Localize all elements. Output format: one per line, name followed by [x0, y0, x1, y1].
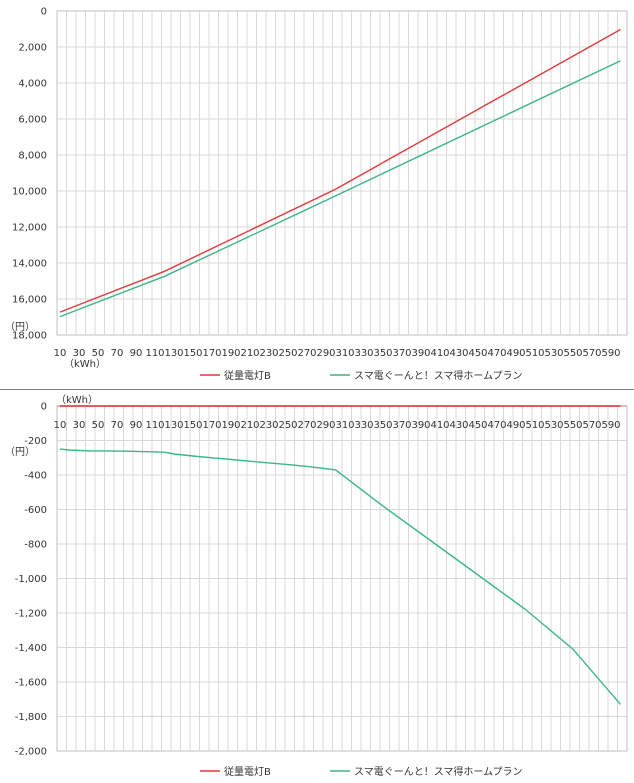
x-tick-label: 370	[392, 420, 411, 431]
y-tick-label: -2,000	[15, 747, 47, 758]
x-tick-label: 30	[73, 420, 86, 431]
x-tick-label: 530	[544, 348, 563, 359]
x-tick-label: 230	[259, 420, 278, 431]
x-tick-label: 330	[354, 348, 373, 359]
x-tick-label: 510	[525, 348, 544, 359]
y-tick-label: 10,000	[12, 187, 47, 198]
y-tick-label: -1,200	[15, 609, 47, 620]
x-tick-label: 390	[411, 348, 430, 359]
y-tick-label: -600	[24, 505, 47, 516]
x-tick-label: 70	[111, 348, 124, 359]
series-line-suma-den-plan	[59, 60, 621, 318]
plot-frame	[56, 10, 628, 336]
x-tick-label: 210	[240, 348, 259, 359]
x-tick-label: 410	[430, 348, 449, 359]
legend-label: スマ電ぐーんと！スマ得ホームプラン	[354, 766, 523, 778]
y-tick-label: 4,000	[18, 79, 47, 90]
x-tick-label: 370	[392, 348, 411, 359]
x-tick-label: 50	[92, 420, 105, 431]
x-tick-label: 570	[582, 420, 601, 431]
x-tick-label: 430	[449, 348, 468, 359]
x-tick-label: 550	[563, 348, 582, 359]
x-tick-label: 130	[164, 420, 183, 431]
x-tick-label: 10	[54, 348, 67, 359]
y-tick-label: 12,000	[12, 223, 47, 234]
x-tick-label: 110	[145, 420, 164, 431]
x-tick-label: 170	[202, 420, 221, 431]
y-tick-label: 6,000	[18, 115, 47, 126]
x-tick-label: 270	[297, 420, 316, 431]
x-tick-label: 590	[601, 420, 620, 431]
x-tick-label: 350	[373, 348, 392, 359]
x-tick-label: 70	[111, 420, 124, 431]
x-tick-label: 270	[297, 348, 316, 359]
x-tick-label: 150	[183, 348, 202, 359]
y-tick-label: -200	[24, 436, 47, 447]
x-tick-label: 250	[278, 348, 297, 359]
y-tick-label: -1,800	[15, 712, 47, 723]
legend-label: スマ電ぐーんと！スマ得ホームプラン	[354, 370, 523, 382]
y-tick-label: -1,400	[15, 643, 47, 654]
x-tick-label: 530	[544, 420, 563, 431]
series-line-juryo-dento-b	[59, 28, 621, 313]
x-tick-label: 470	[487, 348, 506, 359]
y-tick-label: -400	[24, 471, 47, 482]
x-tick-label: 410	[430, 420, 449, 431]
x-tick-label: 110	[145, 348, 164, 359]
legend-label: 従量電灯B	[224, 369, 271, 382]
x-tick-label: 330	[354, 420, 373, 431]
x-tick-label: 550	[563, 420, 582, 431]
x-tick-label: 50	[92, 348, 105, 359]
x-tick-label: 590	[601, 348, 620, 359]
x-tick-label: 390	[411, 420, 430, 431]
x-tick-label: 510	[525, 420, 544, 431]
x-tick-label: 450	[468, 420, 487, 431]
x-tick-label: 230	[259, 348, 278, 359]
x-tick-label: 210	[240, 420, 259, 431]
y-tick-label: 2,000	[18, 43, 47, 54]
y-tick-label: 18,000	[12, 331, 47, 342]
x-tick-label: 350	[373, 420, 392, 431]
y-tick-label: 8,000	[18, 151, 47, 162]
x-tick-label: 430	[449, 420, 468, 431]
y-unit-label: （円）	[5, 321, 35, 333]
y-unit-label: （円）	[5, 446, 35, 458]
series-line-suma-den-plan	[59, 448, 622, 705]
x-tick-label: 310	[335, 348, 354, 359]
y-tick-label: 14,000	[12, 259, 47, 270]
chart-separator	[0, 389, 634, 390]
x-tick-label: 10	[54, 420, 67, 431]
x-unit-label: （kWh）	[64, 358, 106, 370]
x-tick-label: 290	[316, 348, 335, 359]
y-tick-label: 0	[41, 7, 47, 18]
y-tick-label: -800	[24, 540, 47, 551]
y-tick-label: -1,600	[15, 678, 47, 689]
x-tick-label: 190	[221, 420, 240, 431]
x-tick-label: 490	[506, 420, 525, 431]
x-tick-label: 90	[130, 348, 143, 359]
x-tick-label: 570	[582, 348, 601, 359]
x-unit-label: （kWh）	[56, 394, 98, 406]
x-tick-label: 290	[316, 420, 335, 431]
y-tick-label: -1,000	[15, 574, 47, 585]
x-tick-label: 490	[506, 348, 525, 359]
x-tick-label: 170	[202, 348, 221, 359]
x-tick-label: 130	[164, 348, 183, 359]
x-tick-label: 150	[183, 420, 202, 431]
x-tick-label: 90	[130, 420, 143, 431]
x-tick-label: 470	[487, 420, 506, 431]
y-tick-label: 0	[41, 402, 47, 413]
x-tick-label: 190	[221, 348, 240, 359]
x-tick-label: 310	[335, 420, 354, 431]
legend-label: 従量電灯B	[224, 765, 271, 778]
y-tick-label: 16,000	[12, 295, 47, 306]
x-tick-label: 450	[468, 348, 487, 359]
x-tick-label: 30	[73, 348, 86, 359]
x-tick-label: 250	[278, 420, 297, 431]
